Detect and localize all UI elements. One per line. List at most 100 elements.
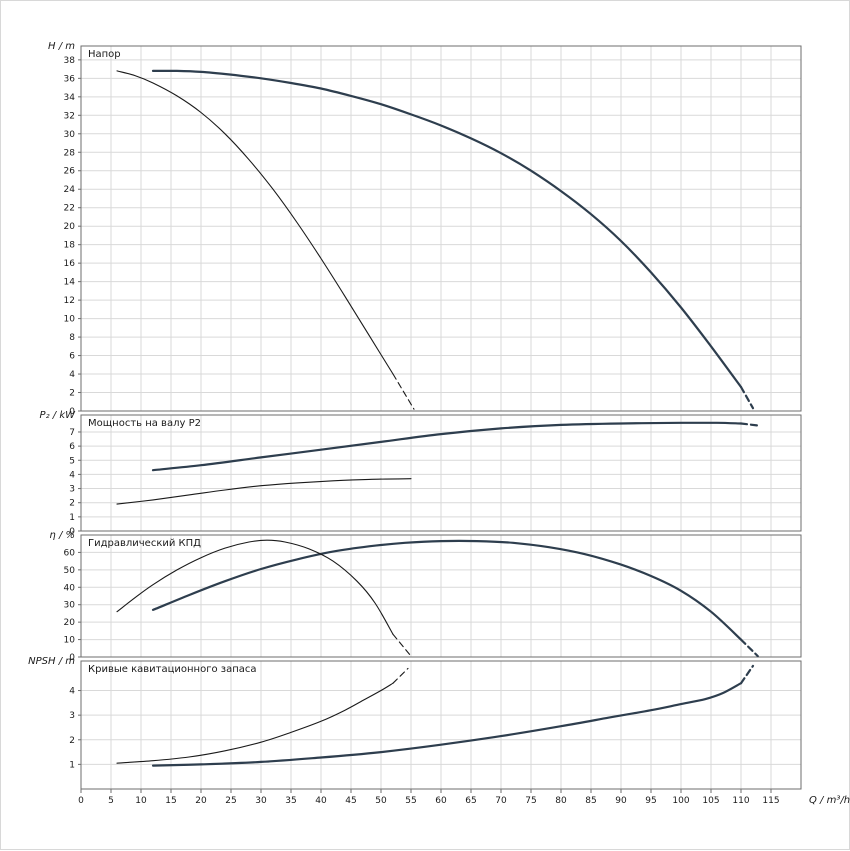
tick-label: 10 bbox=[64, 315, 76, 325]
tick-label: 0 bbox=[78, 796, 84, 806]
npsh-reduced-curve bbox=[116, 682, 394, 764]
tick-label: 32 bbox=[64, 111, 75, 121]
tick-label: 115 bbox=[762, 796, 779, 806]
tick-label: 34 bbox=[64, 93, 76, 103]
unit-label: NPSH / m bbox=[28, 656, 75, 667]
tick-label: 20 bbox=[195, 796, 207, 806]
tick-label: 7 bbox=[69, 428, 75, 438]
tick-label: 2 bbox=[69, 389, 75, 399]
tick-label: 100 bbox=[672, 796, 689, 806]
panel-2: 0 10 20 30 40 50 60 η / % Гидравлический КПД bbox=[49, 530, 802, 663]
tick-label: 50 bbox=[64, 566, 76, 576]
tick-label: 5 bbox=[108, 796, 114, 806]
power-main-curve bbox=[151, 421, 743, 472]
tick-label: 80 bbox=[555, 796, 567, 806]
tick-label: 26 bbox=[64, 167, 76, 177]
tick-label: 20 bbox=[64, 618, 76, 628]
tick-label: 55 bbox=[405, 796, 416, 806]
panel-border bbox=[80, 414, 802, 532]
panel-border bbox=[80, 534, 802, 658]
tick-label: 16 bbox=[64, 259, 76, 269]
tick-label: 25 bbox=[225, 796, 236, 806]
efficiency-main-end-curve bbox=[739, 638, 759, 658]
tick-label: 0 bbox=[69, 407, 75, 417]
tick-label: 24 bbox=[64, 185, 76, 195]
tick-label: 4 bbox=[69, 370, 75, 380]
tick-label: 2 bbox=[69, 736, 75, 746]
tick-label: 30 bbox=[255, 796, 267, 806]
tick-label: 28 bbox=[64, 148, 76, 158]
tick-label: 38 bbox=[64, 56, 76, 66]
power-reduced-curve bbox=[116, 478, 412, 505]
head-reduced-end-curve bbox=[392, 373, 415, 410]
curves bbox=[116, 69, 755, 410]
tick-label: 40 bbox=[64, 583, 76, 593]
efficiency-main-curve bbox=[151, 539, 743, 641]
tick-label: 4 bbox=[69, 687, 75, 697]
tick-label: 65 bbox=[465, 796, 476, 806]
tick-label: 70 bbox=[495, 796, 507, 806]
npsh-reduced-end-curve bbox=[392, 667, 409, 684]
curves bbox=[116, 421, 761, 505]
tick-label: 30 bbox=[64, 601, 76, 611]
unit-label: P₂ / kW bbox=[40, 410, 77, 421]
tick-label: 90 bbox=[615, 796, 627, 806]
ptitle-label: Напор bbox=[88, 49, 121, 60]
tick-label: 14 bbox=[64, 278, 76, 288]
tick-label: 6 bbox=[69, 442, 75, 452]
tick-label: 12 bbox=[64, 296, 75, 306]
power-main-end-curve bbox=[739, 422, 761, 427]
tick-label: 20 bbox=[64, 222, 76, 232]
curves bbox=[116, 664, 755, 767]
tick-label: 30 bbox=[64, 130, 76, 140]
head-main-curve bbox=[151, 69, 743, 389]
tick-label: 4 bbox=[69, 470, 75, 480]
tick-label: 2 bbox=[69, 499, 75, 509]
panel-1: 0 1 2 3 4 5 6 7 P₂ / kW Мощность на валу P2 bbox=[40, 410, 802, 537]
tick-label: 75 bbox=[525, 796, 536, 806]
efficiency-reduced-end-curve bbox=[392, 633, 412, 657]
tick-label: 5 bbox=[69, 456, 75, 466]
tick-label: 8 bbox=[69, 333, 75, 343]
npsh-main-end-curve bbox=[739, 664, 755, 685]
curves bbox=[116, 539, 759, 658]
tick-label: 18 bbox=[64, 241, 76, 251]
tick-label: 35 bbox=[285, 796, 296, 806]
unit-label: η / % bbox=[49, 530, 75, 541]
tick-label: 60 bbox=[435, 796, 447, 806]
unit-label: H / m bbox=[48, 41, 75, 52]
tick-label: 40 bbox=[315, 796, 327, 806]
panel-border bbox=[80, 45, 802, 412]
tick-label: 3 bbox=[69, 485, 75, 495]
ptitle-label: Кривые кавитационного запаса bbox=[88, 664, 257, 675]
tick-label: 0 bbox=[69, 527, 75, 537]
tick-label: 60 bbox=[64, 548, 76, 558]
ptitle-label: Гидравлический КПД bbox=[88, 538, 201, 549]
tick-label: 6 bbox=[69, 352, 75, 362]
tick-label: 36 bbox=[64, 74, 76, 84]
unit-label: Q / m³/h bbox=[809, 795, 850, 806]
ptitle-label: Мощность на валу P2 bbox=[88, 418, 201, 429]
tick-label: 45 bbox=[345, 796, 356, 806]
tick-label: 95 bbox=[645, 796, 656, 806]
tick-label: 10 bbox=[135, 796, 147, 806]
tick-label: 15 bbox=[165, 796, 176, 806]
efficiency-reduced-curve bbox=[116, 539, 394, 635]
npsh-main-curve bbox=[151, 682, 743, 767]
tick-label: 22 bbox=[64, 204, 75, 214]
tick-label: 105 bbox=[702, 796, 719, 806]
panel-3: 1 2 3 4 NPSH / m Кривые кавитационного запаса bbox=[28, 656, 802, 790]
head-reduced-curve bbox=[116, 70, 394, 375]
tick-label: 1 bbox=[69, 513, 75, 523]
tick-label: 50 bbox=[375, 796, 387, 806]
tick-label: 0 bbox=[69, 653, 75, 663]
tick-label: 85 bbox=[585, 796, 596, 806]
tick-label: 1 bbox=[69, 760, 75, 770]
tick-label: 3 bbox=[69, 711, 75, 721]
tick-label: 10 bbox=[64, 636, 76, 646]
tick-label: 110 bbox=[732, 796, 749, 806]
head-main-end-curve bbox=[739, 385, 755, 410]
